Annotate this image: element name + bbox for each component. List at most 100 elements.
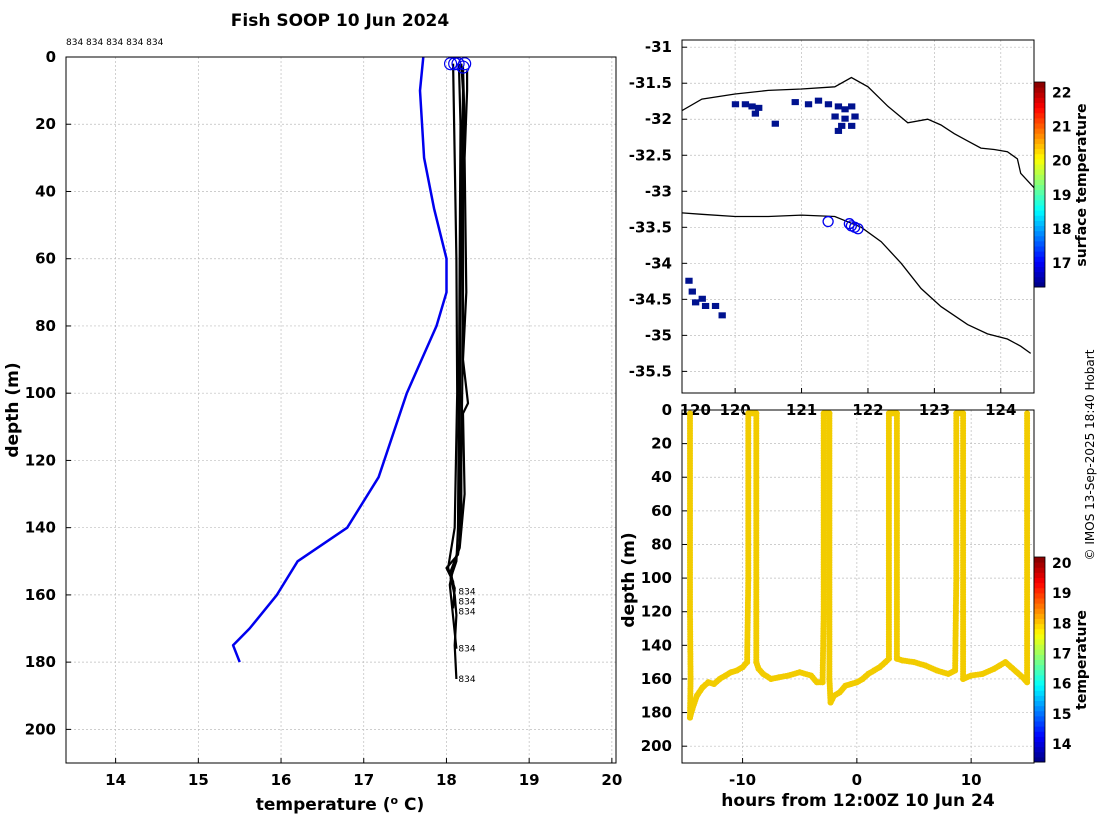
profile-x-tick-label-0: 14 — [105, 771, 126, 789]
profile-end-label-4: 834 — [458, 675, 475, 685]
map-sst-cell-19 — [685, 277, 693, 284]
map-y-tick-label-1: -31.5 — [629, 74, 672, 92]
profile-y-ticks: 0 20 40 60 80 100 120 140 160 180 200 — [25, 48, 71, 738]
timeseries-colorbar-band-14 — [1034, 685, 1045, 691]
profile-y-tick-label-6: 120 — [25, 451, 56, 469]
map-colorbar-band-34 — [1034, 107, 1045, 114]
profile-y-tick-label-10: 200 — [25, 720, 56, 738]
map-colorbar-band-22 — [1034, 169, 1045, 175]
map-colorbar-band-13 — [1034, 215, 1045, 221]
map-sst-cell-24 — [698, 295, 706, 302]
timeseries-colorbar-band-30 — [1034, 603, 1045, 609]
map-y-tick-label-9: -35.5 — [629, 362, 672, 380]
timeseries-y-ticks: 0 20 40 60 80 100 120 140 160 180 200 — [641, 401, 687, 755]
map-track-point-3 — [852, 223, 864, 235]
map-y-tick-label-8: -35 — [645, 326, 672, 344]
watermark: © IMOS 13-Sep-2025 18:40 Hobart — [1083, 349, 1097, 560]
map-colorbar-band-20 — [1034, 179, 1045, 185]
map-sst-cell-13 — [841, 115, 849, 122]
timeseries-colorbar-band-35 — [1034, 577, 1045, 584]
profile-line-climatology — [231, 56, 448, 663]
timeseries-colorbar-tick-3: 17 — [1052, 646, 1071, 662]
map-sst-cells — [685, 97, 859, 319]
map-y-tick-label-2: -32 — [645, 110, 672, 128]
timeseries-colorbar: 14 15 16 17 18 19 20 — [1033, 556, 1072, 763]
timeseries-colorbar-band-23 — [1034, 639, 1045, 645]
map-sst-cell-23 — [711, 302, 720, 310]
map-colorbar-band-36 — [1034, 97, 1045, 103]
profile-top-label: 834 834 834 834 834 — [66, 38, 164, 48]
map-colorbar-band-14 — [1034, 210, 1045, 216]
timeseries-y-tick-label-2: 40 — [651, 468, 672, 486]
map-y-tick-label-0: -31 — [645, 38, 672, 56]
map-colorbar-band-2 — [1034, 271, 1045, 278]
profile-end-label-0: 834 — [458, 588, 475, 598]
map-colorbar-band-33 — [1034, 112, 1045, 119]
timeseries-colorbar-band-16 — [1034, 674, 1045, 681]
map-colorbar-band-6 — [1034, 251, 1045, 257]
timeseries-x-ticks: -10 0 10 — [729, 758, 982, 789]
map-colorbar-tick-0: 17 — [1052, 256, 1071, 272]
timeseries-y-tick-label-5: 100 — [641, 569, 672, 587]
timeseries-x-tick-label-1: 0 — [852, 771, 862, 789]
timeseries-colorbar-label: temperature — [1074, 610, 1090, 710]
profile-x-tick-label-4: 18 — [436, 771, 457, 789]
timeseries-colorbar-band-21 — [1034, 649, 1045, 655]
timeseries-colorbar-band-12 — [1034, 695, 1045, 701]
profile-y-tick-label-5: 100 — [25, 384, 56, 402]
timeseries-colorbar-band-17 — [1034, 669, 1045, 676]
timeseries-colorbar-band-22 — [1034, 644, 1045, 650]
map-sst-cell-12 — [831, 113, 839, 120]
timeseries-colorbar-band-32 — [1034, 592, 1045, 599]
timeseries-colorbar-tick-5: 19 — [1052, 586, 1071, 602]
map-colorbar-band-10 — [1034, 230, 1045, 237]
profile-x-tick-label-6: 20 — [601, 771, 622, 789]
map-colorbar-band-35 — [1034, 102, 1045, 109]
timeseries-colorbar-band-36 — [1034, 572, 1045, 578]
map-colorbar-band-26 — [1034, 148, 1045, 155]
timeseries-y-tick-label-8: 160 — [641, 670, 672, 688]
timeseries-y-tick-label-3: 60 — [651, 502, 672, 520]
timeseries-colorbar-band-8 — [1034, 715, 1045, 722]
map-y-tick-label-6: -34 — [645, 254, 672, 272]
timeseries-colorbar-band-6 — [1034, 726, 1045, 732]
timeseries-point-1332 — [1024, 410, 1031, 417]
map-colorbar-frame — [1033, 81, 1046, 288]
timeseries-colorbar-band-27 — [1034, 618, 1045, 625]
timeseries-x-label: hours from 12:00Z 10 Jun 24 — [721, 791, 995, 811]
map-sst-cell-3 — [755, 104, 763, 111]
map-track-point-4 — [843, 218, 856, 230]
map-plot: -31 -31.5 -32 -32.5 -33 -33.5 -34 -34.5 -35 -35.5… — [629, 38, 1090, 419]
timeseries-y-tick-label-9: 180 — [641, 704, 672, 722]
profile-y-tick-label-3: 60 — [35, 250, 56, 268]
profile-x-tick-label-5: 19 — [519, 771, 540, 789]
map-sst-cell-21 — [691, 299, 700, 306]
map-sst-cell-5 — [791, 99, 799, 106]
map-colorbar-band-31 — [1034, 123, 1045, 129]
map-colorbar-band-21 — [1034, 174, 1045, 180]
map-colorbar-tick-2: 19 — [1052, 188, 1071, 204]
map-colorbar-band-29 — [1034, 133, 1045, 139]
profile-y-tick-label-8: 160 — [25, 586, 56, 604]
timeseries-colorbar-tick-0: 14 — [1052, 737, 1072, 753]
timeseries-colorbar-tick-4: 18 — [1052, 616, 1071, 632]
map-colorbar-band-8 — [1034, 240, 1045, 247]
map-sst-cell-10 — [841, 106, 849, 113]
timeseries-x-tick-label-2: 10 — [961, 771, 982, 789]
profile-end-label-2: 834 — [458, 608, 475, 618]
map-colorbar-tick-3: 20 — [1052, 154, 1072, 170]
timeseries-x-tick-label-0: -10 — [729, 771, 756, 789]
map-colorbar-band-15 — [1034, 205, 1045, 211]
map-colorbar-tick-5: 22 — [1052, 85, 1071, 101]
profile-line-profile-d — [447, 63, 459, 609]
map-colorbar-tick-4: 21 — [1052, 119, 1071, 135]
profile-grid — [66, 56, 616, 763]
timeseries-y-tick-label-10: 200 — [641, 737, 672, 755]
timeseries-colorbar-band-38 — [1034, 562, 1045, 568]
timeseries-colorbar-band-20 — [1034, 654, 1045, 660]
profile-y-tick-label-4: 80 — [35, 317, 56, 335]
profile-line-profile-a — [449, 63, 462, 680]
